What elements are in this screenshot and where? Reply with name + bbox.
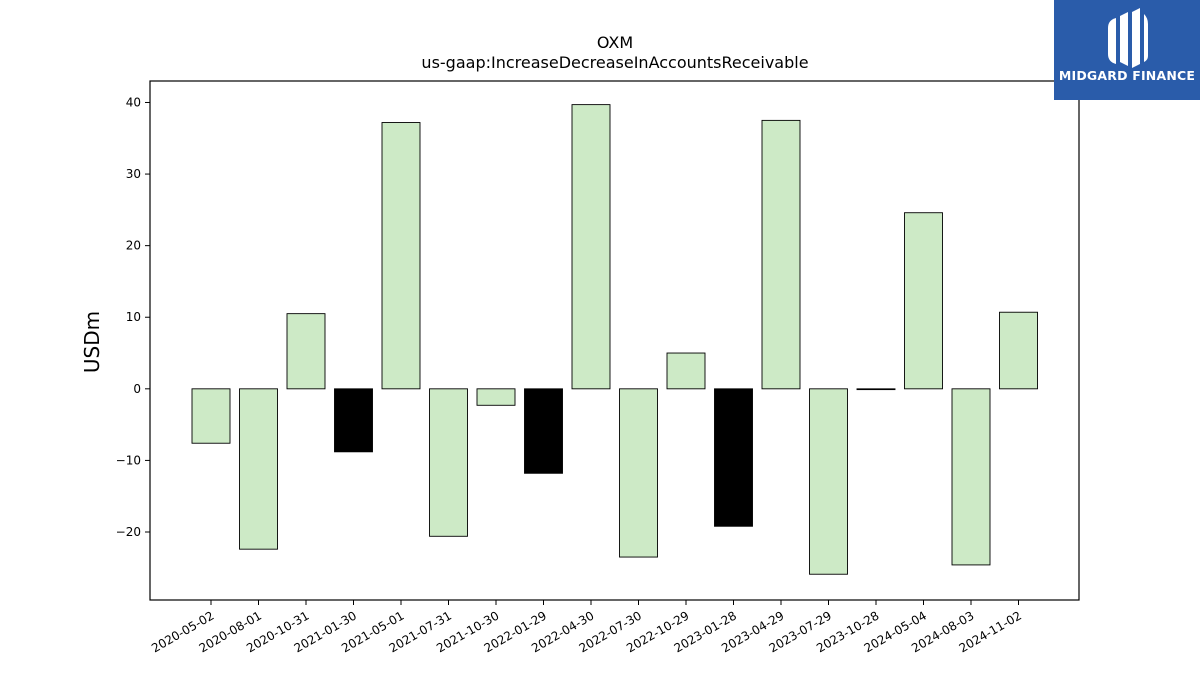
y-tick-label: 20 (126, 239, 141, 253)
bar-2022-04-30 (571, 104, 611, 390)
bar-2021-10-30 (476, 388, 516, 406)
bar-2023-10-28 (856, 388, 896, 391)
logo-mark-icon (1108, 8, 1148, 68)
bar-2021-05-01 (381, 122, 421, 390)
y-tick-label: −20 (116, 525, 141, 539)
bar-2023-01-28 (714, 388, 753, 527)
bar-2023-04-29 (761, 119, 801, 390)
y-tick-label: 30 (126, 167, 141, 181)
bar-2024-05-04 (904, 212, 943, 390)
bar-2022-10-29 (666, 352, 706, 390)
y-tick-label: −10 (116, 453, 141, 467)
bar-2020-10-31 (286, 313, 326, 390)
bar-2024-08-03 (951, 388, 991, 566)
y-axis-label: USDm (80, 311, 104, 373)
chart-title: OXM (597, 33, 633, 52)
brand-logo: MIDGARD FINANCE (1054, 0, 1200, 100)
logo-text: MIDGARD FINANCE (1058, 68, 1196, 83)
bar-2022-01-29 (524, 388, 563, 474)
bar-2020-05-02 (191, 388, 231, 444)
bar-2023-07-29 (809, 388, 848, 575)
y-ticks-group: 40 30 20 10 0 −10 −20 (116, 95, 150, 539)
y-tick-label: 10 (126, 310, 141, 324)
bar-2021-01-30 (334, 388, 373, 453)
plot-frame (149, 80, 1080, 601)
bars-group (191, 104, 1038, 575)
bar-2022-07-30 (619, 388, 658, 558)
bar-2020-08-01 (239, 388, 278, 550)
chart-subtitle: us-gaap:IncreaseDecreaseInAccountsReceiv… (421, 53, 808, 72)
bar-2024-11-02 (999, 311, 1038, 390)
y-tick-label: 0 (133, 382, 141, 396)
x-ticks-group: 2020-05-022020-08-012020-10-312021-01-30… (149, 600, 1024, 655)
y-tick-label: 40 (126, 95, 141, 109)
bar-2021-07-31 (429, 388, 468, 537)
